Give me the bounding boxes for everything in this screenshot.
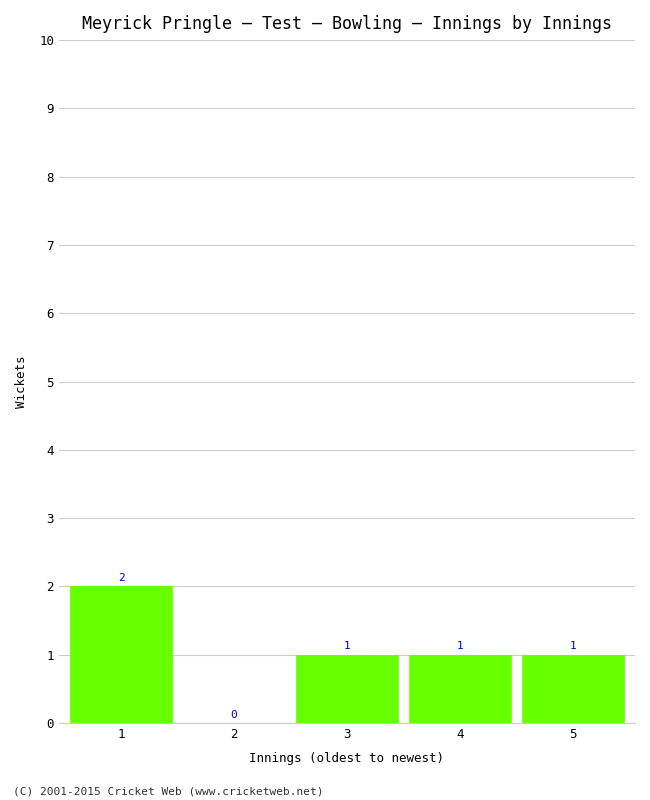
Bar: [70, 586, 172, 723]
Bar: [522, 654, 624, 723]
Text: (C) 2001-2015 Cricket Web (www.cricketweb.net): (C) 2001-2015 Cricket Web (www.cricketwe…: [13, 786, 324, 796]
Text: 1: 1: [344, 642, 350, 651]
X-axis label: Innings (oldest to newest): Innings (oldest to newest): [250, 752, 445, 765]
Text: 1: 1: [456, 642, 463, 651]
Title: Meyrick Pringle – Test – Bowling – Innings by Innings: Meyrick Pringle – Test – Bowling – Innin…: [82, 15, 612, 33]
Bar: [409, 654, 511, 723]
Bar: [296, 654, 398, 723]
Text: 0: 0: [231, 710, 237, 720]
Text: 1: 1: [569, 642, 577, 651]
Text: 2: 2: [118, 573, 124, 583]
Y-axis label: Wickets: Wickets: [15, 355, 28, 408]
